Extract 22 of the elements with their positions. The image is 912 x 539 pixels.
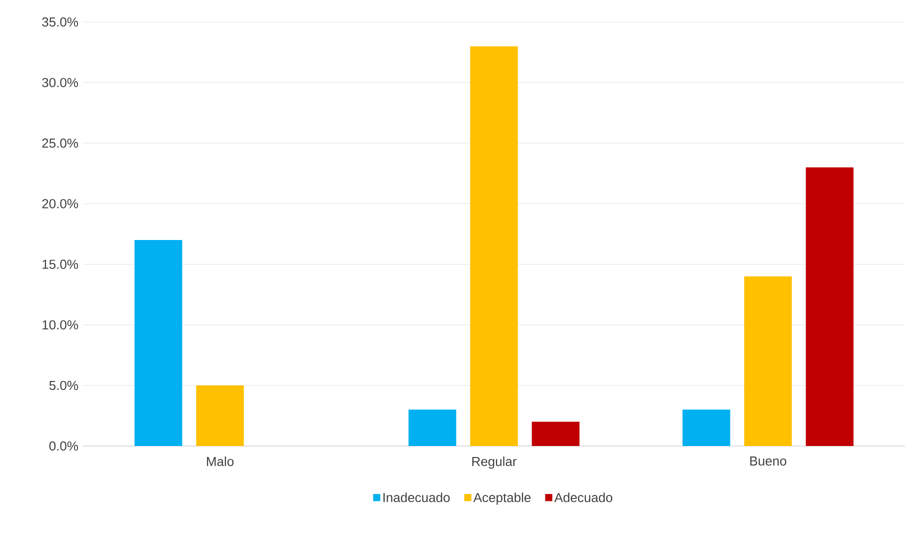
y-tick-label: 0.0% xyxy=(49,441,78,451)
bar xyxy=(196,385,244,446)
legend-label: Adecuado xyxy=(554,492,612,502)
bar xyxy=(408,410,456,446)
legend-label: Aceptable xyxy=(473,492,531,505)
bar xyxy=(134,240,182,446)
bar xyxy=(470,46,518,446)
x-tick-label: Bueno xyxy=(750,456,786,466)
y-tick-label: 5.0% xyxy=(49,380,78,390)
y-tick-label: 25.0% xyxy=(42,138,78,148)
y-tick-label: 10.0% xyxy=(42,320,78,330)
y-tick-label: 15.0% xyxy=(42,260,78,269)
legend-label: Inadecuado xyxy=(383,492,450,502)
y-tick-label: 30.0% xyxy=(42,78,78,88)
x-tick-label: Regular xyxy=(472,456,517,469)
bar xyxy=(744,276,792,446)
x-tick-label: Malo xyxy=(206,456,234,466)
bar xyxy=(682,410,730,446)
y-tick-label: 35.0% xyxy=(42,17,78,27)
bar xyxy=(806,167,854,446)
y-tick-label: 20.0% xyxy=(42,199,78,208)
bar xyxy=(532,422,580,446)
